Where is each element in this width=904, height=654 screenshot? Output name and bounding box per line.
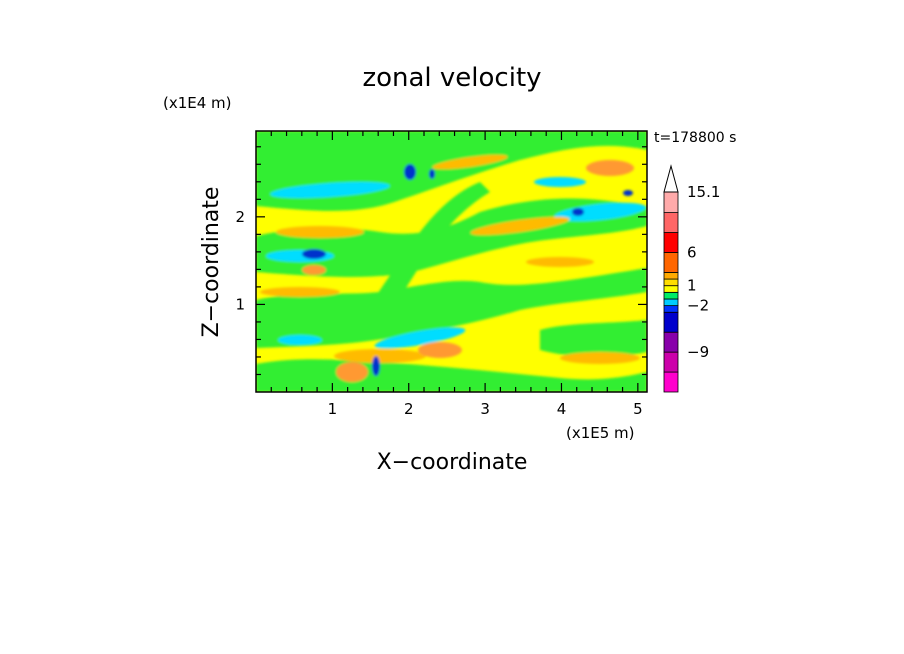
cyan-streak-1 [270,181,390,199]
y-axis-label: Z−coordinate [199,187,224,338]
time-label: t=178800 s [654,130,736,146]
orange-band-6 [526,257,594,267]
colorbar-swatch [663,331,679,353]
colorbar-swatch [663,191,679,213]
colorbar-label: 1 [687,277,697,295]
x-ticks: 1 2 3 4 5 [270,131,643,418]
colorbar-extend-cap [663,164,679,193]
y-ticks: 12 [235,146,647,376]
colorbar-label: −2 [687,297,709,315]
plot-frame [255,130,648,393]
blue-spot-2 [404,164,416,180]
orange-band-7 [560,352,640,364]
x-tick-label: 2 [404,400,414,418]
blue-spot-4 [623,190,633,196]
colorbar-swatch [663,271,679,280]
colorbar-label: 15.1 [687,183,720,201]
orange-band-2 [470,216,570,236]
cyan-streak-6 [534,177,586,187]
colorbar: 15.1 6 1 −2 −9 [663,164,720,393]
x-tick-label: 5 [633,400,643,418]
x-tick-label: 4 [557,400,567,418]
colorbar-swatch [663,252,679,273]
orange-blob-3 [336,362,368,382]
colorbar-swatch [663,291,679,300]
colorbar-swatch [663,371,679,393]
orange-band-3 [334,349,426,363]
orange-blob-4 [302,265,326,275]
green-patch-right [540,320,647,358]
x-axis-label: X−coordinate [377,450,528,475]
colorbar-swatch [663,311,679,333]
y-multiplier-label: (x1E4 m) [163,94,232,112]
blue-spot-5 [372,356,380,376]
orange-blob-1 [586,160,634,176]
colorbar-swatch [663,298,679,307]
contour-field [256,131,647,392]
colorbar-swatch [663,285,679,293]
colorbar-swatch [663,232,679,253]
colorbar-swatch [663,351,679,373]
chart-title: zonal velocity [362,63,541,93]
blue-spot-1 [302,249,326,259]
green-diagonal-stripe [360,182,490,334]
y-tick-label: 2 [235,208,245,226]
blue-spot-6 [429,169,435,179]
blue-spot-3 [572,208,584,216]
x-tick-label: 3 [480,400,490,418]
orange-band-5 [432,154,508,170]
x-tick-label: 1 [328,400,338,418]
colorbar-swatch [663,305,679,313]
cyan-streak-2 [554,202,646,222]
colorbar-label: 6 [687,243,697,261]
orange-band-1 [276,226,364,238]
colorbar-swatch [663,278,679,287]
green-band-lower [256,268,647,348]
x-multiplier-label: (x1E5 m) [566,424,635,442]
orange-blob-2 [418,342,462,358]
colorbar-swatch [663,212,679,233]
colorbar-label: −9 [687,343,709,361]
y-tick-label: 1 [235,295,245,313]
cyan-streak-4 [374,327,466,349]
orange-band-4 [260,287,340,297]
cyan-streak-5 [278,335,322,345]
